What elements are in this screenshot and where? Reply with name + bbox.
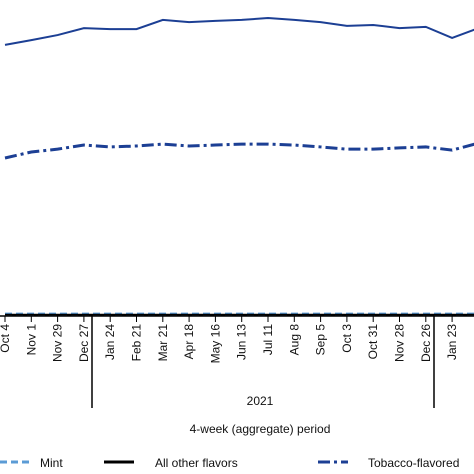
series-line (4, 17, 474, 46)
x-tick-label: Oct 3 (340, 324, 354, 353)
legend-label: All other flavors (155, 456, 238, 470)
x-tick-label: Sep 5 (314, 324, 328, 356)
x-tick-label: Apr 18 (182, 324, 196, 360)
x-tick-label: Oct 4 (0, 324, 12, 353)
x-tick-label: Jun 13 (235, 324, 249, 360)
x-tick-label: Nov 28 (393, 324, 407, 362)
x-tick-label: Aug 8 (287, 324, 301, 356)
series-line (4, 142, 474, 160)
x-tick-label: May 16 (208, 324, 222, 364)
x-axis-label: 4-week (aggregate) period (190, 422, 331, 436)
year-label: 2021 (247, 394, 274, 408)
x-tick-label: Jan 24 (103, 324, 117, 360)
legend-label: Mint (40, 456, 63, 470)
x-tick-label: Jul 11 (261, 324, 275, 355)
legend-label: Tobacco-flavored (368, 456, 459, 470)
x-tick-label: Dec 27 (77, 324, 91, 362)
x-tick-label: Dec 26 (419, 324, 433, 362)
x-tick-label: Mar 21 (156, 324, 170, 362)
x-tick-label: Nov 1 (24, 324, 38, 356)
x-tick-label: Nov 29 (51, 324, 65, 362)
x-tick-label: Oct 31 (366, 324, 380, 360)
x-tick-label: Feb 20 (471, 324, 474, 362)
x-tick-label: Feb 21 (130, 324, 144, 362)
x-tick-label: Jan 23 (445, 324, 459, 360)
